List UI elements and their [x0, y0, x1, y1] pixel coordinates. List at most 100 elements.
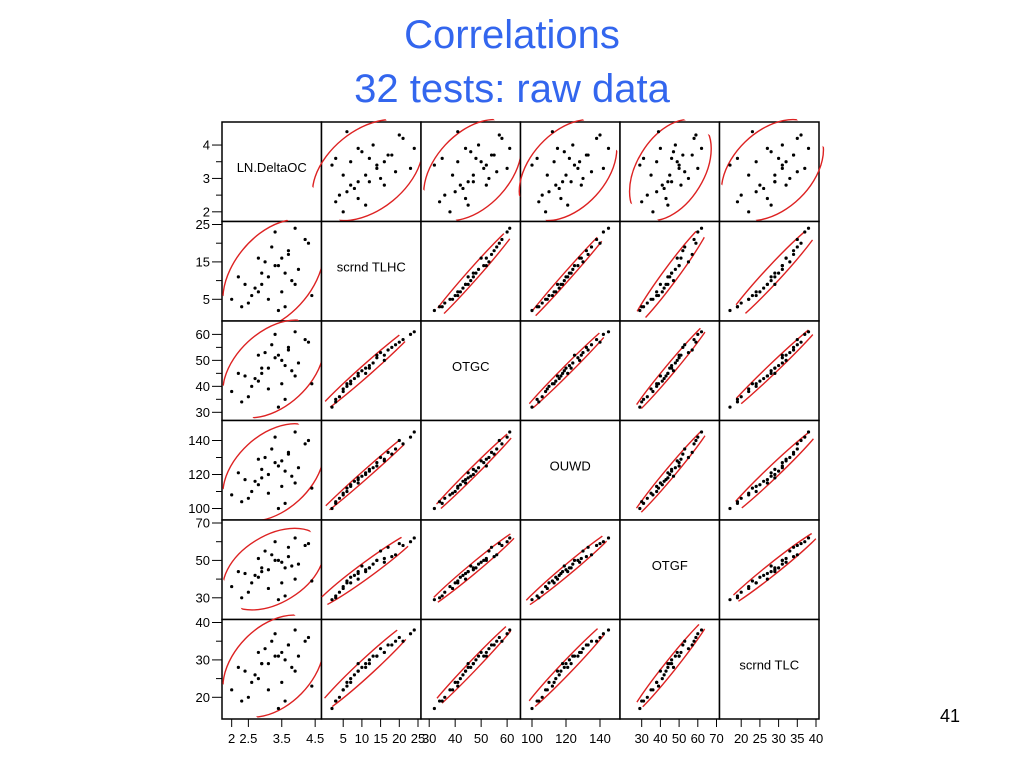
data-point	[469, 150, 473, 154]
data-point	[686, 350, 691, 355]
data-point	[683, 447, 687, 451]
data-point	[505, 435, 509, 439]
data-point	[508, 536, 512, 540]
data-point	[662, 286, 666, 290]
data-point	[784, 160, 788, 164]
data-point	[345, 486, 349, 490]
data-point	[364, 665, 368, 669]
data-point	[576, 166, 580, 171]
data-point	[375, 558, 379, 563]
cell-3-5	[718, 419, 825, 522]
data-point	[795, 136, 799, 140]
data-point	[769, 371, 773, 375]
data-point	[456, 684, 460, 688]
data-point	[293, 536, 297, 540]
data-point	[310, 579, 314, 583]
data-point	[453, 581, 457, 585]
data-point	[349, 677, 353, 681]
data-point	[466, 282, 470, 286]
data-point	[660, 290, 664, 294]
y-tick-label: 4	[203, 138, 210, 153]
data-point	[784, 358, 788, 362]
data-point	[482, 166, 486, 171]
data-point	[758, 483, 762, 487]
data-point	[250, 384, 254, 388]
data-point	[739, 496, 743, 500]
data-point	[230, 688, 234, 692]
data-point	[246, 395, 250, 399]
data-point	[683, 170, 687, 174]
data-point	[601, 230, 606, 234]
data-point	[364, 662, 368, 666]
data-point	[569, 566, 573, 570]
data-point	[679, 183, 683, 187]
data-point	[651, 389, 655, 394]
data-point	[412, 330, 416, 334]
data-point	[564, 173, 568, 177]
data-point	[456, 484, 460, 488]
data-point	[664, 196, 668, 201]
data-point	[641, 156, 646, 160]
data-point	[367, 366, 371, 370]
data-point	[356, 481, 360, 485]
data-point	[489, 643, 494, 647]
data-point	[681, 249, 685, 253]
data-point	[769, 203, 773, 207]
data-point	[458, 483, 462, 487]
data-point	[386, 348, 390, 352]
data-point	[356, 196, 360, 201]
data-point	[655, 680, 659, 684]
data-point	[283, 469, 287, 473]
data-point	[601, 540, 606, 544]
data-point	[484, 464, 488, 468]
data-point	[681, 643, 685, 647]
data-point	[437, 200, 442, 204]
data-point	[601, 632, 606, 636]
data-point	[670, 156, 674, 160]
data-point	[290, 474, 294, 478]
data-point	[578, 160, 582, 164]
data-point	[290, 369, 294, 373]
data-point	[799, 340, 803, 344]
data-point	[375, 353, 379, 357]
data-point	[448, 584, 452, 589]
data-point	[589, 170, 594, 174]
data-point	[681, 153, 685, 157]
data-point	[641, 501, 646, 505]
data-point	[598, 340, 602, 344]
data-point	[540, 301, 544, 305]
data-point	[390, 345, 394, 349]
data-point	[692, 337, 696, 342]
data-point	[280, 581, 284, 585]
data-point	[696, 230, 700, 234]
data-point	[656, 130, 661, 134]
data-point	[557, 673, 561, 677]
data-point	[799, 541, 803, 546]
data-point	[240, 596, 244, 600]
data-point	[276, 506, 281, 511]
cell-frame	[619, 618, 721, 720]
data-point	[690, 450, 694, 454]
data-point	[260, 476, 264, 480]
x-axis-0: 2 2.5 3.5 4.5	[228, 719, 324, 746]
data-point	[699, 628, 704, 632]
data-point	[765, 146, 769, 150]
data-point	[250, 680, 254, 684]
data-point	[382, 560, 386, 564]
data-point	[466, 275, 470, 279]
data-point	[735, 305, 740, 309]
cell-1-5	[718, 219, 825, 331]
data-point	[484, 457, 488, 461]
data-point	[567, 156, 572, 160]
data-point	[246, 496, 250, 500]
data-point	[293, 628, 297, 632]
data-point	[379, 647, 383, 651]
data-point	[765, 374, 769, 378]
data-point	[567, 658, 572, 662]
data-point	[550, 684, 555, 688]
data-point	[256, 677, 260, 681]
data-point	[440, 699, 444, 703]
data-point	[675, 160, 679, 164]
data-point	[293, 226, 297, 230]
data-point	[769, 471, 773, 475]
